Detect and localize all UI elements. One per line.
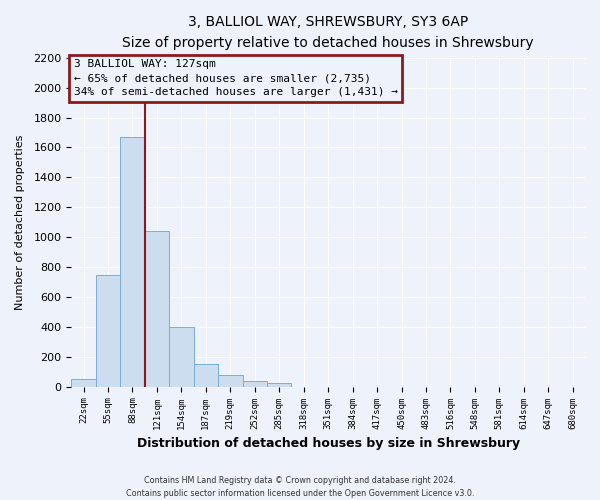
Text: 3 BALLIOL WAY: 127sqm
← 65% of detached houses are smaller (2,735)
34% of semi-d: 3 BALLIOL WAY: 127sqm ← 65% of detached …	[74, 60, 398, 98]
Text: Contains HM Land Registry data © Crown copyright and database right 2024.
Contai: Contains HM Land Registry data © Crown c…	[126, 476, 474, 498]
Bar	[169, 327, 194, 386]
Bar	[96, 274, 120, 386]
Bar	[267, 383, 292, 386]
Y-axis label: Number of detached properties: Number of detached properties	[15, 134, 25, 310]
Bar	[194, 364, 218, 386]
X-axis label: Distribution of detached houses by size in Shrewsbury: Distribution of detached houses by size …	[137, 437, 520, 450]
Bar	[71, 379, 96, 386]
Bar	[145, 231, 169, 386]
Bar	[120, 137, 145, 386]
Title: 3, BALLIOL WAY, SHREWSBURY, SY3 6AP
Size of property relative to detached houses: 3, BALLIOL WAY, SHREWSBURY, SY3 6AP Size…	[122, 15, 534, 50]
Bar	[242, 380, 267, 386]
Bar	[218, 374, 242, 386]
